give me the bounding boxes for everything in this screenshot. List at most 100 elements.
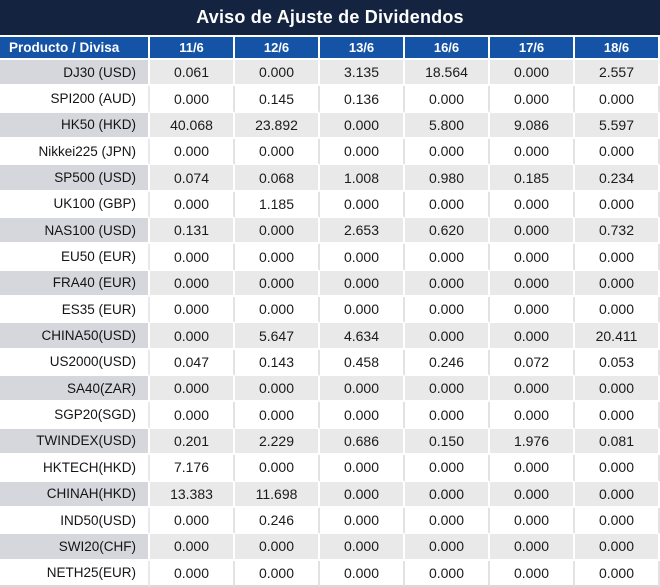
dividends-table: Producto / Divisa 11/6 12/6 13/6 16/6 17/6 18… (0, 37, 660, 587)
value-cell: 0.000 (320, 402, 405, 429)
value-cell: 18.564 (405, 60, 490, 87)
value-cell: 0.686 (320, 428, 405, 456)
value-cell: 0.072 (490, 349, 575, 377)
table-row: CHINAH(HKD) 13.383 11.698 0.000 0.000 0.000 0.… (0, 481, 660, 508)
value-cell: 11.698 (235, 481, 320, 508)
value-cell: 0.000 (490, 244, 575, 271)
value-cell: 0.053 (575, 349, 660, 377)
table-row: EU50 (EUR) 0.000 0.000 0.000 0.000 0.000 0.000 (0, 244, 660, 271)
value-cell: 0.068 (235, 165, 320, 192)
value-cell: 0.000 (320, 534, 405, 561)
table-row: HKTECH(HKD) 7.176 0.000 0.000 0.000 0.000 0.00… (0, 455, 660, 482)
value-cell: 0.000 (405, 481, 490, 508)
product-cell: UK100 (GBP) (0, 191, 150, 219)
value-cell: 0.458 (320, 349, 405, 377)
table-row: SA40(ZAR) 0.000 0.000 0.000 0.000 0.000 0.000 (0, 376, 660, 403)
value-cell: 0.234 (575, 165, 660, 192)
value-cell: 0.000 (320, 270, 405, 298)
value-cell: 0.000 (575, 560, 660, 587)
value-cell: 0.000 (405, 86, 490, 113)
value-cell: 13.383 (150, 481, 235, 508)
value-cell: 2.557 (575, 60, 660, 87)
value-cell: 0.000 (320, 244, 405, 271)
date-column-header: 12/6 (235, 37, 320, 60)
value-cell: 0.000 (405, 507, 490, 535)
value-cell: 0.000 (490, 481, 575, 508)
value-cell: 0.000 (490, 191, 575, 219)
value-cell: 0.150 (405, 428, 490, 456)
value-cell: 0.000 (575, 139, 660, 166)
value-cell: 0.000 (575, 376, 660, 403)
value-cell: 0.000 (235, 139, 320, 166)
value-cell: 0.047 (150, 349, 235, 377)
date-column-header: 16/6 (405, 37, 490, 60)
table-row: Nikkei225 (JPN) 0.000 0.000 0.000 0.000 0.000… (0, 139, 660, 166)
value-cell: 0.061 (150, 60, 235, 87)
value-cell: 20.411 (575, 323, 660, 350)
value-cell: 0.000 (405, 270, 490, 298)
value-cell: 0.246 (405, 349, 490, 377)
value-cell: 7.176 (150, 455, 235, 482)
value-cell: 0.000 (405, 402, 490, 429)
product-cell: CHINAH(HKD) (0, 481, 150, 508)
value-cell: 0.000 (405, 534, 490, 561)
value-cell: 0.246 (235, 507, 320, 535)
product-column-header: Producto / Divisa (0, 37, 150, 60)
value-cell: 0.000 (150, 270, 235, 298)
value-cell: 0.000 (575, 481, 660, 508)
value-cell: 0.000 (320, 139, 405, 166)
value-cell: 0.000 (490, 402, 575, 429)
value-cell: 0.131 (150, 218, 235, 245)
value-cell: 0.000 (320, 191, 405, 219)
value-cell: 0.000 (235, 376, 320, 403)
product-cell: NETH25(EUR) (0, 560, 150, 587)
table-row: UK100 (GBP) 0.000 1.185 0.000 0.000 0.000 0.00… (0, 191, 660, 219)
value-cell: 0.000 (575, 402, 660, 429)
value-cell: 0.000 (320, 376, 405, 403)
value-cell: 0.000 (150, 560, 235, 587)
value-cell: 0.000 (575, 244, 660, 271)
value-cell: 0.000 (575, 507, 660, 535)
value-cell: 23.892 (235, 112, 320, 140)
value-cell: 0.000 (405, 297, 490, 324)
value-cell: 0.000 (405, 139, 490, 166)
value-cell: 4.634 (320, 323, 405, 350)
value-cell: 0.000 (490, 455, 575, 482)
page-title: Aviso de Ajuste de Dividendos (0, 0, 660, 37)
value-cell: 0.000 (575, 297, 660, 324)
value-cell: 0.145 (235, 86, 320, 113)
value-cell: 0.000 (235, 560, 320, 587)
value-cell: 0.000 (575, 455, 660, 482)
value-cell: 0.000 (235, 297, 320, 324)
value-cell: 0.000 (150, 323, 235, 350)
value-cell: 0.000 (490, 507, 575, 535)
value-cell: 0.000 (320, 297, 405, 324)
value-cell: 0.000 (235, 244, 320, 271)
value-cell: 0.136 (320, 86, 405, 113)
product-cell: SPI200 (AUD) (0, 86, 150, 113)
table-row: TWINDEX(USD) 0.201 2.229 0.686 0.150 1.976 0.0… (0, 428, 660, 456)
value-cell: 0.000 (150, 402, 235, 429)
value-cell: 0.185 (490, 165, 575, 192)
product-cell: FRA40 (EUR) (0, 270, 150, 298)
value-cell: 0.000 (490, 86, 575, 113)
product-cell: SWI20(CHF) (0, 534, 150, 561)
value-cell: 0.000 (235, 534, 320, 561)
product-cell: ES35 (EUR) (0, 297, 150, 324)
table-row: SP500 (USD) 0.074 0.068 1.008 0.980 0.185 0.23… (0, 165, 660, 192)
table-row: CHINA50(USD) 0.000 5.647 4.634 0.000 0.000 20.… (0, 323, 660, 350)
product-cell: CHINA50(USD) (0, 323, 150, 350)
value-cell: 0.000 (490, 376, 575, 403)
value-cell: 0.000 (405, 191, 490, 219)
table-row: SPI200 (AUD) 0.000 0.145 0.136 0.000 0.000 0.0… (0, 86, 660, 113)
product-cell: HK50 (HKD) (0, 112, 150, 140)
value-cell: 1.008 (320, 165, 405, 192)
value-cell: 0.000 (235, 60, 320, 87)
value-cell: 0.000 (150, 376, 235, 403)
product-cell: NAS100 (USD) (0, 218, 150, 245)
table-body: DJ30 (USD) 0.061 0.000 3.135 18.564 0.000 2.55… (0, 60, 660, 587)
value-cell: 0.000 (150, 86, 235, 113)
value-cell: 0.000 (235, 402, 320, 429)
page-title-text: Aviso de Ajuste de Dividendos (196, 7, 464, 27)
